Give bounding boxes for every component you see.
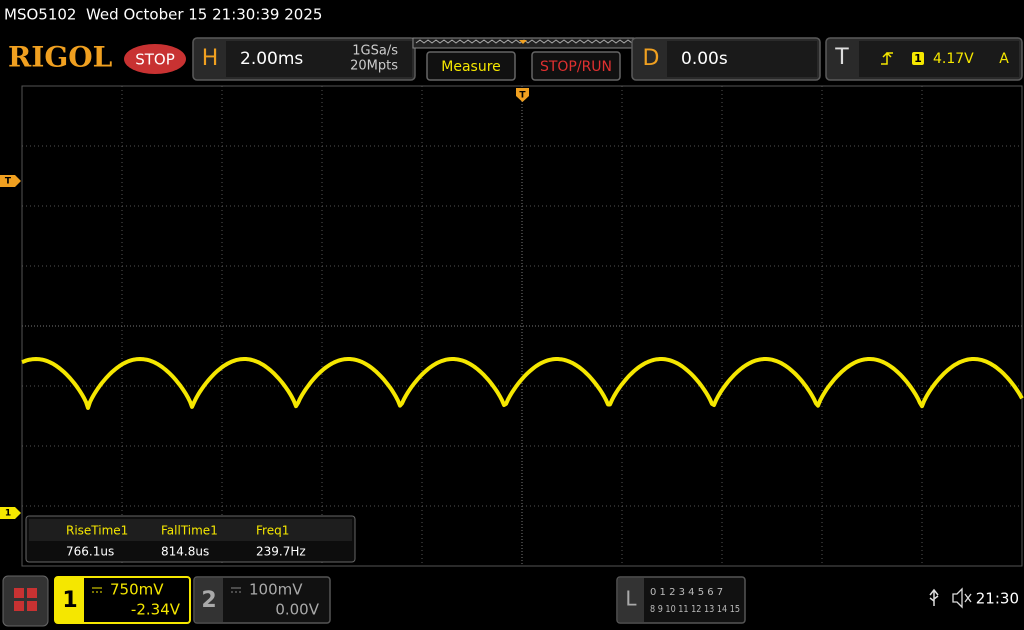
measurement-name: RiseTime1 xyxy=(66,524,128,538)
logic-label: L xyxy=(625,587,637,611)
trigger-level-marker xyxy=(0,175,21,187)
channel2-offset: 0.00V xyxy=(275,601,319,619)
trigger-label: T xyxy=(834,45,849,70)
logic-tab xyxy=(618,578,644,622)
delay-inner xyxy=(667,41,817,77)
status-text: MSO5102 Wed October 15 21:30:39 2025 xyxy=(4,6,322,24)
measurement-name: FallTime1 xyxy=(161,524,218,538)
horizontal-label: H xyxy=(202,46,219,71)
logic-row2: 8 9 10 11 12 13 14 15 xyxy=(650,604,740,615)
measurement-header xyxy=(29,519,352,541)
stop-run-button[interactable] xyxy=(531,51,621,81)
trigger-level-label: T xyxy=(5,177,12,187)
channel1-number: 1 xyxy=(62,588,77,613)
channel1-marker xyxy=(0,507,21,519)
logic-row1: 0 1 2 3 4 5 6 7 xyxy=(650,587,723,598)
memory-depth: 20Mpts xyxy=(350,59,398,74)
trigger-edge-icon xyxy=(881,51,893,65)
horizontal-inner xyxy=(226,41,412,77)
trigger-level: 4.17V xyxy=(933,51,974,67)
measurement-value: 814.8us xyxy=(161,545,209,559)
trigger-mode: A xyxy=(999,51,1009,67)
memory-position xyxy=(519,40,527,44)
trigger-position-marker xyxy=(516,88,529,102)
measurement-value: 766.1us xyxy=(66,545,114,559)
measure-button[interactable] xyxy=(426,51,516,81)
channel2-scale: 100mV xyxy=(249,581,303,599)
graticule-border xyxy=(21,85,1023,567)
brand: RIGOL xyxy=(8,41,113,74)
channel1-offset: -2.34V xyxy=(131,601,181,619)
channel1-box[interactable] xyxy=(54,576,191,624)
measurement-value: 239.7Hz xyxy=(256,545,306,559)
channel2-box[interactable] xyxy=(193,576,331,624)
usb-icon xyxy=(929,588,939,606)
channel2-coupling xyxy=(231,587,241,593)
mute-icon xyxy=(952,587,972,609)
graticule xyxy=(22,86,1022,566)
channel1-marker-label: 1 xyxy=(5,509,11,519)
channel2-tab xyxy=(195,578,223,622)
stop-run-label: STOP/RUN xyxy=(540,59,612,75)
channel1-tab xyxy=(56,578,84,622)
channel1-coupling xyxy=(92,587,102,593)
channel1-scale: 750mV xyxy=(110,581,164,599)
measure-label: Measure xyxy=(441,59,501,75)
delay-value: 0.00s xyxy=(681,49,728,69)
menu-icon xyxy=(14,588,37,611)
measurement-name: Freq1 xyxy=(256,524,289,538)
menu-button[interactable] xyxy=(2,575,49,627)
trigger-inner xyxy=(859,41,1019,77)
delay-label: D xyxy=(643,46,660,71)
clock: 21:30 xyxy=(976,590,1019,608)
sample-rate: 1GSa/s xyxy=(352,44,398,59)
measurements: RiseTime1 766.1us FallTime1 814.8us Freq1 239… xyxy=(66,524,306,559)
trigger-source: 1 xyxy=(914,52,922,65)
channel2-number: 2 xyxy=(201,588,216,613)
run-state-button[interactable] xyxy=(124,44,186,74)
trigger-source-badge xyxy=(912,52,924,65)
logic-box[interactable] xyxy=(616,576,746,624)
timebase: 2.00ms xyxy=(240,49,303,69)
waveform xyxy=(21,357,1024,410)
trigger-position-label: T xyxy=(519,91,526,101)
run-state: STOP xyxy=(135,51,175,69)
